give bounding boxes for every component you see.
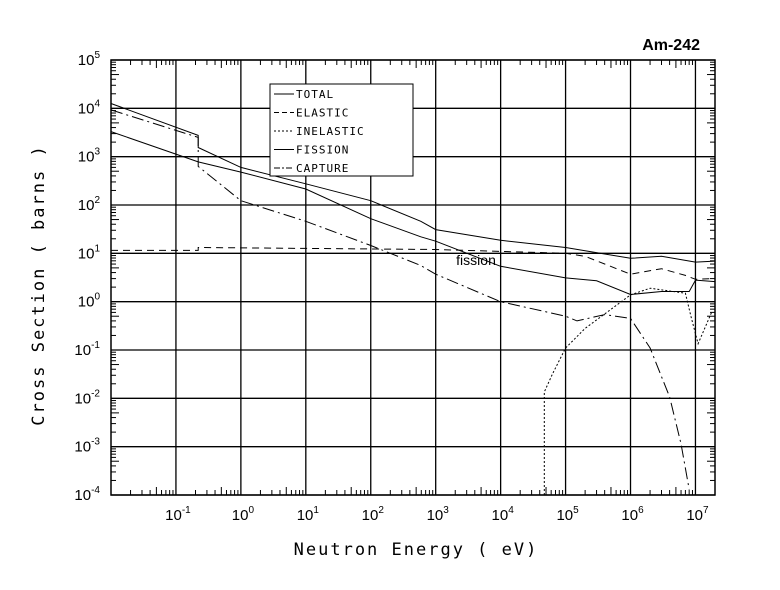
y-tick-label: 10-2 bbox=[74, 388, 100, 407]
x-tick-label: 102 bbox=[362, 505, 385, 524]
y-tick-label: 100 bbox=[78, 292, 101, 311]
x-tick-labels: 10-1 100 101 102 103 104 105 106 107 bbox=[165, 505, 709, 524]
x-tick-label: 100 bbox=[232, 505, 255, 524]
grid-lines bbox=[111, 59, 715, 496]
minor-ticks bbox=[111, 60, 716, 495]
x-tick-label: 104 bbox=[492, 505, 515, 524]
y-tick-label: 10-4 bbox=[74, 485, 100, 504]
fission-annotation: fission bbox=[456, 252, 496, 268]
y-tick-label: 10-3 bbox=[74, 437, 100, 456]
legend-label-fission: FISSION bbox=[296, 144, 349, 157]
y-tick-label: 102 bbox=[78, 195, 101, 214]
series-capture-line bbox=[110, 109, 690, 490]
x-tick-label: 10-1 bbox=[165, 505, 191, 524]
series-elastic-line bbox=[111, 246, 716, 280]
y-tick-label: 10-1 bbox=[74, 340, 100, 359]
legend-label-inelastic: INELASTIC bbox=[296, 125, 365, 138]
series-curves bbox=[110, 103, 716, 495]
x-tick-label: 105 bbox=[556, 505, 579, 524]
series-total-line bbox=[110, 103, 716, 263]
legend-label-capture: CAPTURE bbox=[296, 162, 349, 175]
legend-label-total: TOTAL bbox=[296, 88, 334, 101]
y-tick-label: 103 bbox=[78, 147, 101, 166]
legend: TOTAL ELASTIC INELASTIC FISSION CAPTURE bbox=[269, 83, 414, 177]
x-tick-label: 106 bbox=[621, 505, 644, 524]
x-axis-label: Neutron Energy ( eV) bbox=[294, 540, 539, 560]
y-axis-label: Cross Section ( barns ) bbox=[29, 144, 49, 425]
y-tick-labels: 105 104 103 102 101 100 10-1 10-2 10-3 10-4 bbox=[74, 50, 100, 504]
x-tick-label: 101 bbox=[297, 505, 320, 524]
legend-box bbox=[269, 83, 414, 177]
series-fission-line bbox=[110, 131, 716, 296]
y-tick-label: 104 bbox=[78, 98, 101, 117]
x-tick-label: 103 bbox=[427, 505, 450, 524]
y-tick-label: 105 bbox=[78, 50, 101, 69]
x-tick-label: 107 bbox=[686, 505, 709, 524]
y-tick-label: 101 bbox=[78, 243, 101, 262]
series-inelastic-line bbox=[543, 287, 713, 495]
plot-frame bbox=[110, 59, 716, 496]
chart-title: Am-242 bbox=[642, 37, 700, 54]
legend-label-elastic: ELASTIC bbox=[296, 107, 349, 120]
